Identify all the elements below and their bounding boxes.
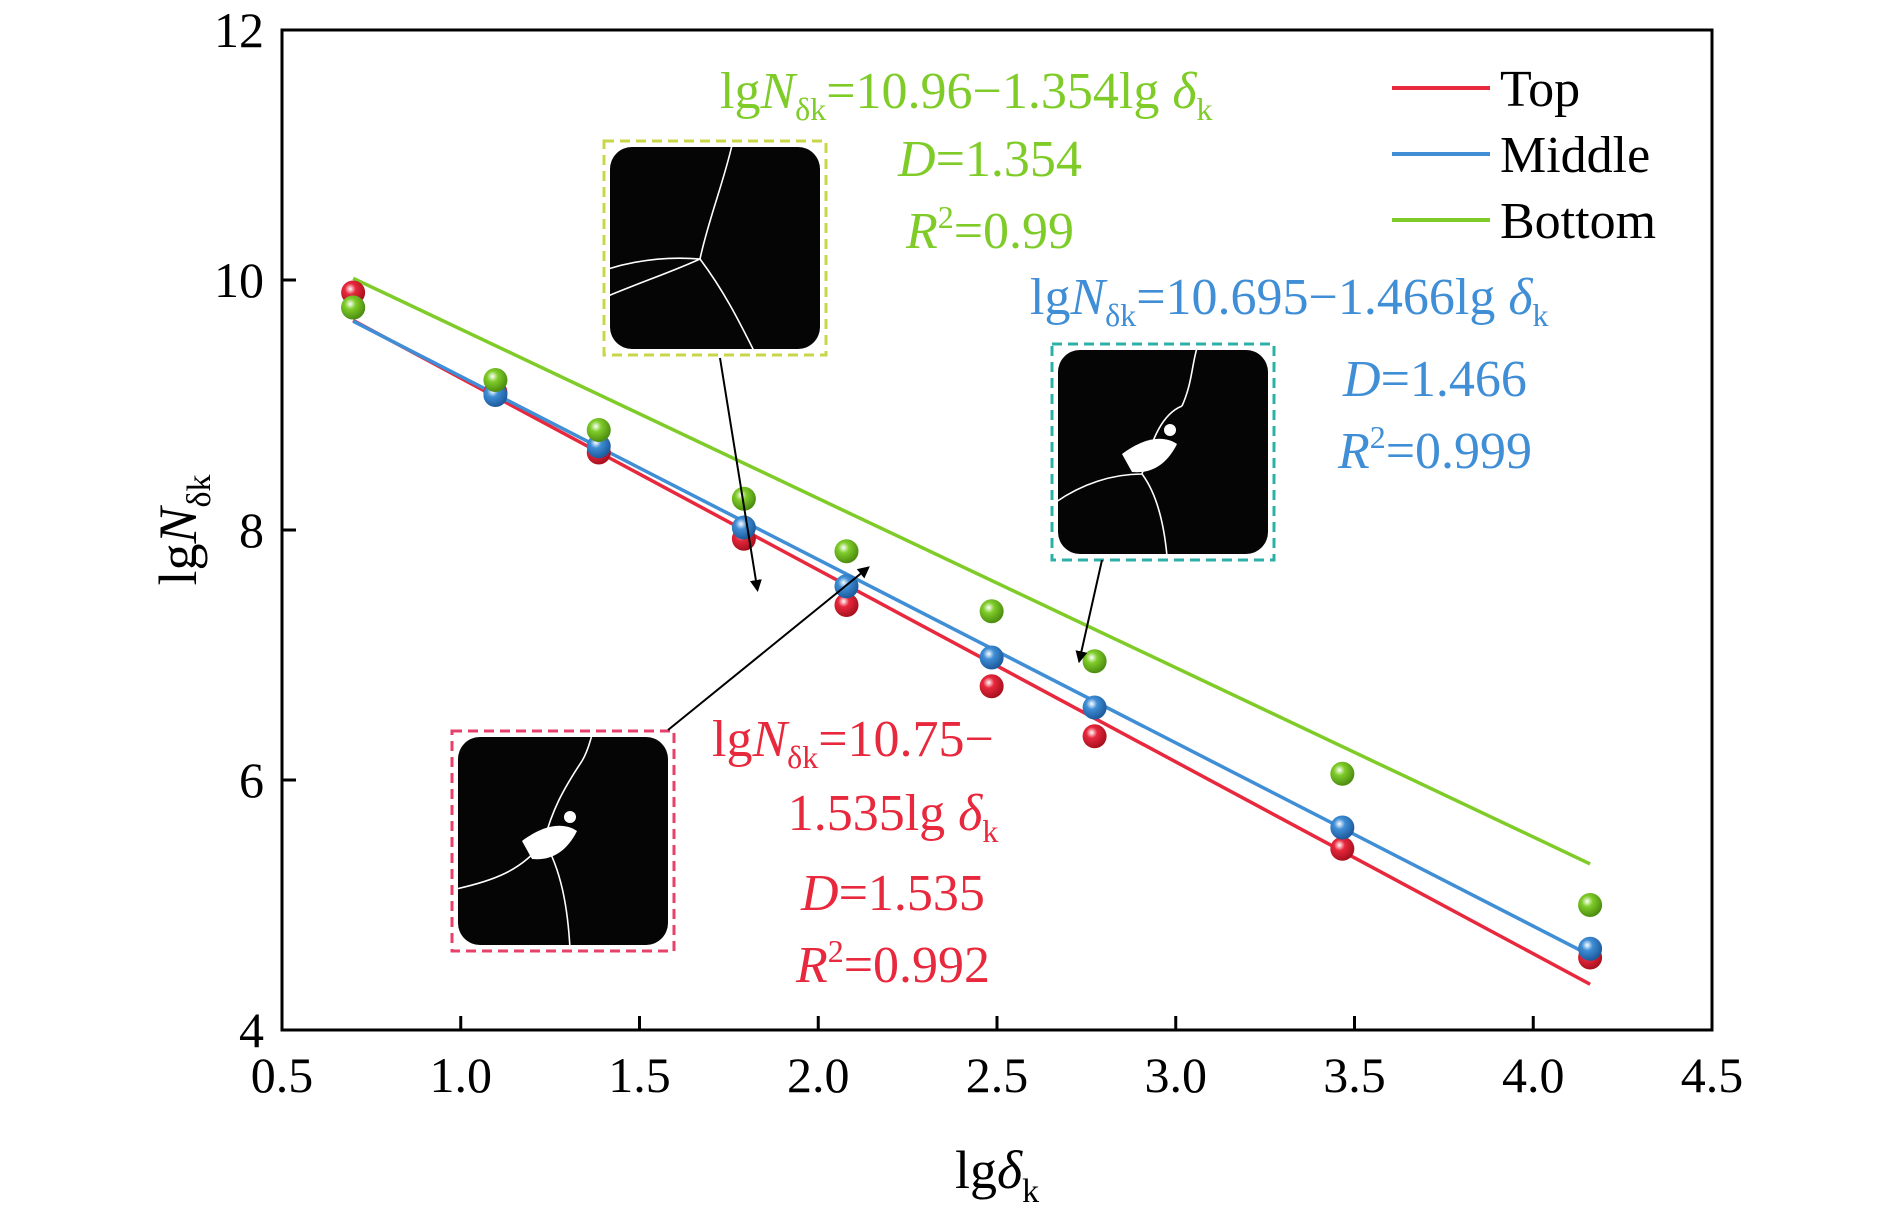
y-tick-label: 10 bbox=[214, 252, 264, 308]
crack-image-background bbox=[610, 147, 820, 349]
axes-ticks: 0.5 1.0 1.5 2.0 2.5 3.0 3.5 4.0 4.5 4 6 8 10 12 lgδk lg… bbox=[148, 2, 1743, 1210]
inset-arrow-top bbox=[667, 566, 870, 731]
data-point-middle bbox=[731, 515, 756, 540]
equation-bottom: lgNδk=10.96−1.354lg δk bbox=[720, 63, 1213, 127]
plot-frame bbox=[280, 28, 1714, 1032]
x-tick-label: 1.0 bbox=[430, 1047, 493, 1103]
y-tick-label: 8 bbox=[239, 502, 264, 558]
data-point-bottom bbox=[1082, 649, 1107, 674]
y-axis-label: lgNδk bbox=[148, 474, 218, 585]
data-point-bottom bbox=[586, 418, 611, 442]
y-tick-label: 12 bbox=[214, 2, 264, 58]
fit-annotations: lgNδk=10.96−1.354lg δkD=1.354 R2=0.99 lgNδ… bbox=[712, 63, 1549, 994]
x-tick-label: 0.5 bbox=[251, 1047, 314, 1103]
data-point-bottom bbox=[341, 295, 366, 320]
y-tick-label: 6 bbox=[239, 752, 264, 808]
data-point-middle bbox=[1082, 695, 1107, 720]
equation-top: lgNδk=10.75− bbox=[712, 711, 994, 775]
crack-line bbox=[1141, 473, 1168, 557]
equation-top-line2: 1.535lg δk bbox=[788, 785, 999, 849]
y-tick-label: 4 bbox=[239, 1002, 264, 1058]
inset-image-middle bbox=[1050, 342, 1276, 562]
fit-line-top bbox=[352, 318, 1591, 986]
crack-insets bbox=[450, 139, 1276, 953]
data-point-top bbox=[1330, 836, 1355, 861]
data-point-top bbox=[979, 674, 1004, 699]
r2-value-bottom: R2=0.99 bbox=[905, 199, 1074, 260]
r2-value-middle: R2=0.999 bbox=[1337, 419, 1532, 480]
legend-label-middle: Middle bbox=[1500, 127, 1650, 184]
legend: Top Middle Bottom bbox=[1392, 61, 1656, 250]
x-tick-label: 3.5 bbox=[1323, 1047, 1386, 1103]
x-tick-label: 4.5 bbox=[1681, 1047, 1744, 1103]
x-tick-label: 2.0 bbox=[787, 1047, 850, 1103]
equation-middle: lgNδk=10.695−1.466lg δk bbox=[1030, 269, 1549, 333]
data-point-bottom bbox=[834, 539, 859, 564]
r2-value-top: R2=0.992 bbox=[795, 933, 990, 994]
x-tick-label: 3.0 bbox=[1145, 1047, 1208, 1103]
inset-arrow-bottom bbox=[719, 357, 762, 592]
data-point-middle bbox=[1330, 815, 1355, 840]
data-point-bottom bbox=[1578, 893, 1603, 917]
pore-region bbox=[1122, 438, 1177, 473]
data-point-bottom bbox=[731, 486, 756, 511]
inset-arrow-middle bbox=[1075, 559, 1103, 664]
data-points bbox=[341, 280, 1603, 970]
data-point-bottom bbox=[483, 368, 508, 392]
data-point-bottom bbox=[1330, 761, 1355, 786]
d-value-top: D=1.535 bbox=[800, 865, 985, 922]
x-tick-label: 2.5 bbox=[966, 1047, 1029, 1103]
data-point-middle bbox=[1578, 936, 1603, 961]
inset-image-top bbox=[450, 729, 676, 953]
crack-line bbox=[607, 257, 701, 270]
fit-line-bottom bbox=[352, 276, 1591, 866]
crack-line bbox=[699, 258, 755, 352]
fit-line-middle bbox=[352, 319, 1591, 957]
pore-region bbox=[1164, 424, 1176, 436]
pore-region bbox=[564, 811, 576, 823]
x-tick-label: 4.0 bbox=[1502, 1047, 1565, 1103]
crack-line bbox=[607, 144, 733, 297]
data-point-middle bbox=[979, 645, 1004, 670]
crack-line bbox=[1181, 347, 1198, 407]
crack-line bbox=[581, 734, 593, 762]
d-value-middle: D=1.466 bbox=[1342, 351, 1527, 408]
fit-lines bbox=[352, 276, 1591, 986]
x-axis-label: lgδk bbox=[955, 1140, 1039, 1210]
pore-region bbox=[522, 825, 577, 860]
data-point-top bbox=[1082, 724, 1107, 749]
legend-label-top: Top bbox=[1500, 61, 1580, 118]
d-value-bottom: D=1.354 bbox=[897, 131, 1082, 188]
x-tick-label: 1.5 bbox=[608, 1047, 671, 1103]
inset-image-bottom bbox=[602, 139, 828, 357]
data-point-bottom bbox=[979, 599, 1004, 624]
legend-label-bottom: Bottom bbox=[1500, 193, 1656, 250]
data-point-top bbox=[834, 593, 859, 617]
